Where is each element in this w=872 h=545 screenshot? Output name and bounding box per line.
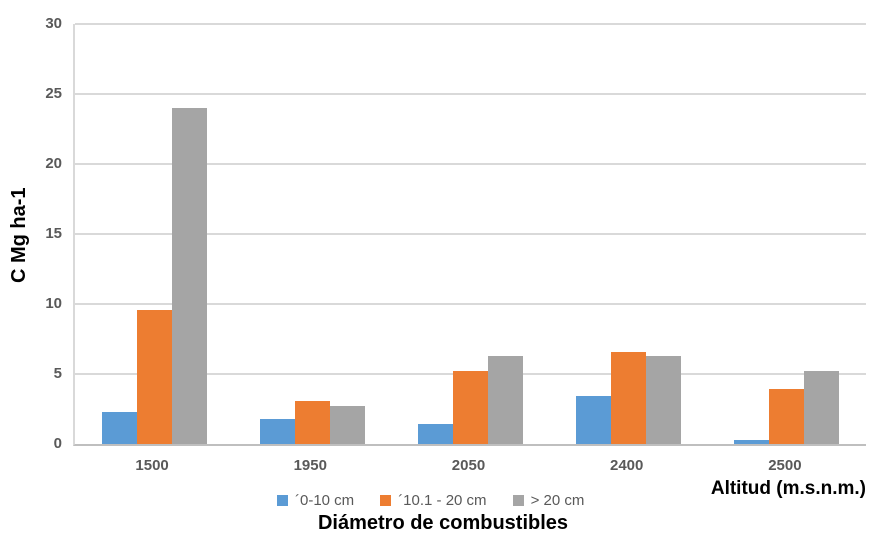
legend-swatch-icon (277, 495, 288, 506)
legend-swatch-icon (380, 495, 392, 506)
bar-series1-2400 (611, 351, 647, 444)
legend-label: ´0-10 cm (295, 492, 355, 509)
legend-item-10-20cm: ´10.1 - 20 cm (380, 492, 487, 509)
x-tick-label-1500: 1500 (135, 457, 169, 474)
x-tick-label-1950: 1950 (293, 457, 327, 474)
gridline-30 (75, 23, 866, 25)
x-tick-label-2050: 2050 (451, 457, 486, 474)
bar-series0-1500 (101, 411, 137, 444)
legend: ´0-10 cm ´10.1 - 20 cm > 20 cm (277, 492, 584, 509)
x-axis-unit-title: Altitud (m.s.n.m.) (710, 478, 866, 499)
bar-series2-2050 (488, 355, 523, 444)
bar-series1-2500 (769, 389, 805, 444)
y-tick-label-30: 30 (45, 15, 62, 32)
gridline-25 (75, 93, 866, 95)
bar-series2-1950 (329, 406, 365, 444)
legend-item-gt20cm: > 20 cm (512, 492, 585, 509)
bar-series2-1500 (171, 108, 207, 444)
x-axis-title: Diámetro de combustibles (317, 512, 569, 534)
x-tick-label-2500: 2500 (768, 457, 802, 474)
y-tick-label-20: 20 (45, 155, 62, 172)
y-tick-label-25: 25 (45, 85, 62, 102)
bar-series1-1500 (136, 309, 172, 444)
y-tick-label-10: 10 (45, 295, 62, 312)
plot-area (73, 23, 866, 446)
bar-series0-2050 (418, 424, 453, 444)
bar-series0-1950 (259, 418, 295, 444)
x-tick-label-2400: 2400 (610, 457, 644, 474)
gridline-15 (75, 233, 866, 235)
gridline-20 (75, 163, 866, 166)
y-tick-label-5: 5 (53, 365, 62, 382)
bar-series2-2500 (804, 371, 840, 444)
y-tick-label-15: 15 (45, 225, 62, 242)
bar-series1-1950 (294, 400, 330, 444)
bar-series2-2400 (646, 355, 682, 444)
bar-series1-2050 (453, 371, 488, 444)
bar-series0-2500 (734, 439, 770, 444)
legend-label: > 20 cm (530, 492, 585, 509)
legend-item-0-10cm: ´0-10 cm (277, 492, 354, 509)
y-tick-label-0: 0 (53, 435, 62, 452)
legend-label: ´10.1 - 20 cm (398, 492, 487, 509)
gridline-10 (75, 303, 866, 306)
bar-series0-2400 (576, 396, 612, 444)
legend-swatch-icon (512, 495, 524, 506)
